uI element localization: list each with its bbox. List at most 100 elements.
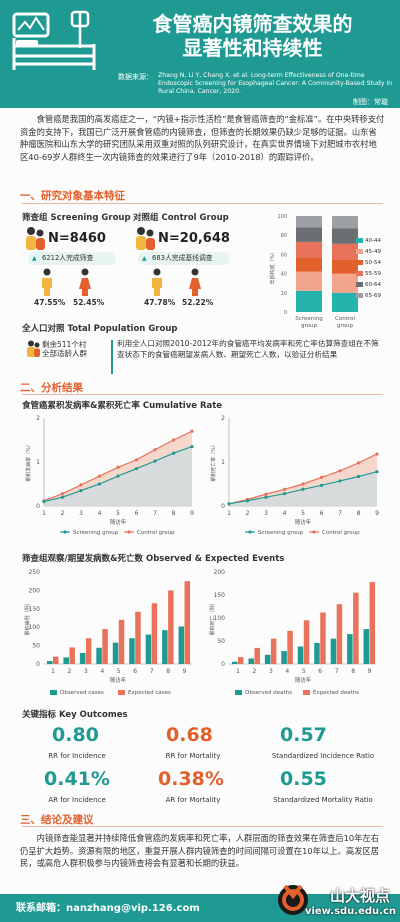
page-title: 食管癌内镜筛查效果的 显著性和持续性 [110, 12, 395, 60]
screening-point [301, 487, 305, 491]
x-tick-label: 7 [150, 668, 154, 675]
x-tick-label: 9 [183, 668, 187, 675]
expected-cases-bar [85, 638, 92, 664]
screening-point [190, 445, 194, 449]
x-tick-label: 4 [283, 510, 287, 517]
y-tick-label: 100 [29, 624, 41, 631]
female-icon [189, 268, 201, 296]
observed-deaths-bar [281, 651, 287, 664]
y-axis-label: 年龄构成（%） [269, 250, 276, 285]
people-icon [136, 227, 155, 250]
legend-swatch [356, 260, 363, 265]
control-point [356, 461, 361, 465]
x-tick-label: 1 [51, 668, 55, 675]
note-accent-bar [111, 340, 113, 374]
observed-cases-bar [79, 652, 86, 664]
stack-segment-45-49 [296, 271, 322, 291]
observed-deaths-bar [248, 658, 254, 664]
x-tick-label: 5 [302, 668, 306, 675]
y-tick-label: 0 [36, 503, 40, 510]
legend-label: Control group [322, 530, 360, 536]
screening-point [97, 482, 102, 486]
screening-point [282, 492, 287, 496]
expected-cases-bar [168, 590, 174, 664]
screening-point [116, 474, 120, 478]
screening-point [319, 483, 324, 487]
legend-label: Control group [137, 530, 175, 536]
section-1-divider [22, 203, 383, 204]
control-point [301, 482, 305, 486]
footer-bar: 联系邮箱：nanzhang@vip.126.com 山大视点 view.sdu.… [0, 884, 400, 922]
legend-label: 40-44 [365, 238, 381, 244]
control-group-title: 对照组 Control Group [133, 213, 229, 223]
screening-point [227, 502, 231, 506]
expected-cases-bar [135, 611, 141, 664]
observed-deaths-bar [363, 629, 370, 664]
y-axis-label: 累积死亡率（%） [210, 442, 217, 482]
x-tick-label: 5 [116, 510, 120, 517]
title-line-2: 显著性和持续性 [182, 36, 323, 60]
stack-segment-65-69 [296, 216, 322, 228]
screening-group-title: 筛查组 Screening Group [22, 213, 131, 223]
control-point [79, 483, 83, 487]
expected-deaths-bar [369, 582, 376, 664]
expected-deaths-bar [254, 647, 260, 664]
expected-cases-bar [184, 581, 191, 664]
cumulative-rate-title: 食管癌累积发病率&累积死亡率 Cumulative Rate [22, 401, 223, 411]
x-tick-label: 7 [335, 668, 339, 675]
section-3-title: 三、结论及建议 [20, 814, 94, 826]
section-1-title: 一、研究对象基本特征 [20, 190, 125, 202]
stack-segment-55-59 [332, 243, 358, 260]
control-point [190, 429, 194, 433]
rr-mortality-label: RR for Mortality [165, 752, 221, 760]
screening-male-pct: 47.55% [34, 298, 66, 307]
control-point [60, 492, 65, 496]
legend-swatch [303, 690, 310, 695]
x-tick-label: 1 [236, 668, 240, 675]
conclusion-paragraph: 内镜筛查能显著并持续降低食管癌的发病率和死亡率，人群层面的筛查效果在筛查后10年… [20, 833, 380, 869]
y-tick-label: 20 [281, 291, 287, 297]
screening-point [245, 499, 250, 503]
y-tick-label: 50 [32, 643, 40, 650]
screening-point [42, 500, 46, 504]
title-line-1: 食管癌内镜筛查效果的 [152, 12, 353, 36]
screening-point [338, 479, 342, 483]
y-tick-label: 100 [214, 615, 226, 622]
control-done-pill: 683人完成基线调查 [138, 252, 230, 265]
legend-swatch [356, 249, 363, 254]
expected-deaths-bar [303, 620, 310, 664]
legend-swatch [235, 690, 242, 695]
sir-label: Standardized Incidence Ratio [271, 752, 375, 760]
control-n: N=20,648 [158, 231, 230, 246]
remain-line-1: 剩余511个村 [42, 340, 87, 349]
x-tick-label: 9 [375, 510, 379, 517]
screening-point [171, 451, 176, 455]
observed-deaths-bar [232, 661, 238, 664]
ar-incidence-value: 0.41% [44, 768, 110, 790]
stack-segment-40-44 [296, 290, 322, 312]
contact-email: 联系邮箱：nanzhang@vip.126.com [16, 903, 200, 914]
total-population-note: 利用全人口对照2010-2012年的食管癌平均发病率和死亡率估算筛查组在不筛查状… [117, 339, 379, 359]
x-tick-label: 2 [68, 668, 72, 675]
age-composition-chart: 年龄构成（%）020406080100ScreeninggroupControl… [269, 214, 381, 329]
ar-mortality-label: AR for Mortality [165, 796, 221, 804]
screening-point [134, 467, 139, 471]
legend-label: Expected deaths [313, 690, 359, 696]
stack-segment-45-49 [332, 273, 358, 293]
x-tick-label: 9 [368, 668, 372, 675]
x-tick-label: 6 [135, 510, 139, 517]
sir-value: 0.57 [280, 724, 327, 746]
legend-marker [63, 530, 67, 534]
ar-mortality-value: 0.38% [158, 768, 224, 790]
y-tick-label: 2 [221, 415, 225, 422]
legend-label: 60-64 [365, 282, 381, 288]
expected-deaths-bar [270, 638, 277, 664]
y-axis-label: 累积死亡（例） [209, 600, 216, 635]
screening-point [264, 495, 268, 499]
y-tick-label: 0 [221, 661, 225, 668]
observed-expected-title: 筛查组观察/期望发病数&死亡数 Observed & Expected Even… [22, 554, 285, 564]
legend-marker [127, 530, 131, 534]
legend-label: 65-69 [365, 293, 381, 299]
observed-cases-bar [178, 626, 185, 664]
brand-name: 山大视点 [329, 887, 390, 905]
